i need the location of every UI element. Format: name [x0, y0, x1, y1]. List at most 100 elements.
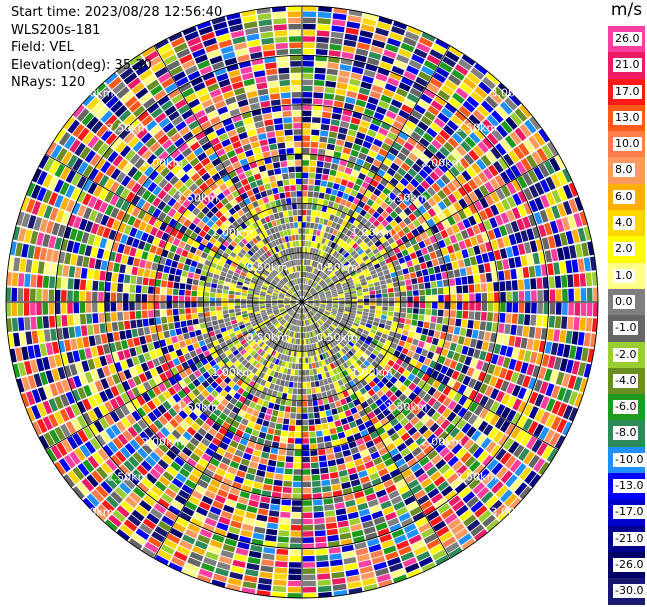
velocity-gate [506, 302, 512, 313]
velocity-gate [85, 302, 92, 313]
velocity-gate [291, 303, 297, 307]
velocity-gate [332, 277, 338, 282]
velocity-gate [286, 393, 292, 400]
velocity-gate [310, 462, 319, 469]
velocity-gate [554, 316, 562, 329]
velocity-gate [307, 295, 312, 299]
velocity-gate [345, 96, 356, 105]
velocity-gate [302, 191, 308, 197]
velocity-gate [305, 293, 310, 298]
velocity-gate [241, 289, 248, 294]
velocity-gate [302, 67, 314, 73]
velocity-gate [294, 344, 298, 351]
velocity-gate [305, 332, 308, 339]
velocity-gate [254, 346, 261, 352]
velocity-gate [451, 334, 459, 343]
velocity-gate [288, 172, 296, 179]
velocity-gate [369, 309, 376, 314]
velocity-gate [302, 333, 304, 339]
velocity-gate [174, 275, 181, 283]
velocity-gate [320, 281, 326, 287]
velocity-gate [268, 314, 275, 319]
velocity-gate [313, 336, 318, 343]
velocity-gate [268, 249, 274, 256]
velocity-gate [297, 345, 300, 351]
velocity-gate [304, 339, 307, 345]
velocity-gate [117, 273, 125, 283]
velocity-gate [267, 289, 273, 293]
velocity-gate [319, 217, 324, 225]
velocity-gate [394, 302, 401, 307]
velocity-gate [361, 284, 368, 289]
velocity-gate [290, 413, 296, 419]
velocity-gate [280, 86, 291, 93]
velocity-gate [318, 309, 324, 313]
velocity-gate [337, 335, 343, 341]
velocity-gate [253, 70, 266, 78]
velocity-gate [181, 346, 189, 355]
velocity-gate [315, 286, 321, 291]
velocity-gate [189, 331, 196, 338]
velocity-gate [252, 263, 259, 270]
velocity-gate [265, 302, 271, 304]
velocity-gate [475, 339, 483, 350]
velocity-gate [203, 292, 210, 297]
velocity-gate [265, 471, 275, 479]
velocity-gate [274, 253, 280, 259]
velocity-gate [302, 370, 306, 376]
velocity-gate [400, 312, 406, 318]
velocity-gate [185, 302, 191, 308]
velocity-gate [327, 262, 333, 269]
velocity-gate [324, 87, 336, 94]
velocity-gate [310, 375, 315, 382]
velocity-gate [130, 320, 137, 329]
velocity-gate [305, 313, 308, 320]
velocity-gate [322, 397, 329, 405]
velocity-gate [276, 548, 289, 555]
velocity-gate [113, 331, 120, 342]
velocity-gate [528, 326, 536, 338]
velocity-gate [350, 327, 357, 333]
velocity-gate [302, 178, 309, 185]
velocity-gate [272, 111, 282, 119]
velocity-gate [304, 326, 307, 332]
velocity-gate [292, 295, 297, 299]
velocity-gate [175, 349, 183, 357]
velocity-gate [297, 272, 300, 278]
velocity-gate [266, 347, 272, 354]
velocity-gate [325, 277, 331, 283]
velocity-gate [293, 475, 302, 481]
velocity-gate [336, 139, 345, 147]
velocity-gate [276, 284, 282, 289]
velocity-gate [309, 288, 314, 293]
velocity-gate [328, 465, 338, 473]
velocity-gate [193, 324, 201, 331]
velocity-gate [275, 322, 280, 328]
velocity-gate [187, 252, 195, 260]
velocity-gate [136, 276, 143, 285]
velocity-gate [271, 319, 277, 324]
velocity-gate [376, 298, 382, 302]
velocity-gate [348, 341, 355, 347]
velocity-gate [420, 334, 427, 342]
velocity-gate [456, 302, 463, 310]
velocity-gate [179, 283, 186, 290]
velocity-gate [295, 178, 302, 185]
velocity-gate [338, 323, 345, 329]
velocity-gate [100, 260, 108, 271]
velocity-gate [296, 332, 299, 339]
velocity-gate [230, 316, 237, 321]
velocity-gate [363, 291, 369, 296]
velocity-gate [409, 344, 417, 352]
velocity-gate [329, 256, 335, 262]
velocity-gate [316, 277, 321, 283]
velocity-gate [250, 51, 263, 60]
velocity-gate [311, 337, 315, 344]
velocity-gate [425, 308, 432, 316]
velocity-gate [327, 459, 337, 467]
velocity-gate [228, 298, 234, 302]
velocity-gate [266, 74, 278, 82]
velocity-gate [418, 283, 425, 290]
velocity-gate [259, 293, 266, 297]
velocity-gate [404, 254, 412, 262]
